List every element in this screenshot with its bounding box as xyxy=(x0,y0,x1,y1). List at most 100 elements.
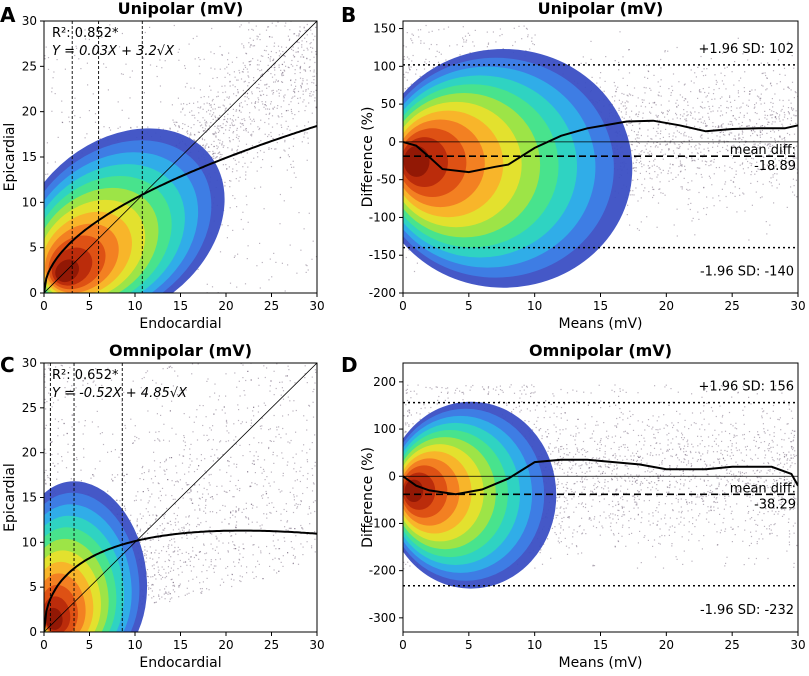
scatter-point xyxy=(241,43,243,45)
scatter-point xyxy=(245,52,247,54)
scatter-point xyxy=(280,124,282,126)
scatter-point xyxy=(658,167,660,169)
scatter-point xyxy=(624,108,627,110)
scatter-point xyxy=(198,131,200,133)
scatter-point xyxy=(754,173,756,175)
scatter-point xyxy=(681,186,683,188)
scatter-point xyxy=(303,228,305,230)
scatter-point xyxy=(260,75,262,77)
scatter-point xyxy=(430,43,432,46)
scatter-point xyxy=(212,152,214,155)
scatter-point xyxy=(672,164,674,166)
scatter-point xyxy=(462,45,464,47)
scatter-point xyxy=(714,98,716,100)
scatter-point xyxy=(527,34,529,36)
scatter-point xyxy=(732,115,734,117)
scatter-point xyxy=(309,70,311,72)
scatter-point xyxy=(199,121,201,123)
scatter-point xyxy=(240,24,242,26)
scatter-point xyxy=(738,138,740,140)
scatter-point xyxy=(690,112,692,114)
scatter-point xyxy=(244,66,247,68)
scatter-point xyxy=(248,61,250,63)
scatter-point xyxy=(272,92,275,94)
scatter-point xyxy=(703,187,705,189)
scatter-point xyxy=(675,157,677,159)
scatter-point xyxy=(680,165,682,167)
scatter-point xyxy=(242,89,244,92)
scatter-point xyxy=(301,141,303,143)
y-tick-label: 10 xyxy=(22,195,37,209)
scatter-point xyxy=(297,51,299,53)
scatter-point xyxy=(259,60,262,62)
scatter-point xyxy=(739,164,741,166)
scatter-point xyxy=(252,45,254,47)
scatter-point xyxy=(231,149,233,151)
scatter-point xyxy=(273,252,275,254)
scatter-point xyxy=(218,125,220,127)
scatter-point xyxy=(632,190,634,192)
scatter-point xyxy=(720,72,722,74)
scatter-point xyxy=(277,115,279,117)
scatter-point xyxy=(465,41,467,43)
scatter-point xyxy=(301,44,303,46)
scatter-point xyxy=(281,116,283,118)
scatter-point xyxy=(225,107,227,109)
scatter-point xyxy=(686,120,688,122)
scatter-point xyxy=(281,126,283,128)
scatter-point xyxy=(722,146,724,149)
scatter-point xyxy=(793,114,795,116)
scatter-point xyxy=(315,107,317,109)
scatter-point xyxy=(699,136,702,138)
scatter-point xyxy=(209,113,211,115)
scatter-point xyxy=(260,94,262,97)
scatter-point xyxy=(296,9,297,10)
scatter-point xyxy=(275,25,277,27)
scatter-point xyxy=(173,24,175,27)
scatter-point xyxy=(241,71,243,73)
scatter-point xyxy=(217,106,220,108)
scatter-point xyxy=(742,53,744,55)
scatter-point xyxy=(741,130,743,132)
scatter-point xyxy=(725,195,727,198)
scatter-point xyxy=(700,134,702,137)
scatter-point xyxy=(760,103,762,105)
scatter-point xyxy=(621,92,623,95)
scatter-point xyxy=(228,96,230,98)
scatter-point xyxy=(236,150,238,152)
scatter-point xyxy=(254,187,256,189)
scatter-point xyxy=(229,118,231,120)
scatter-point xyxy=(648,102,650,104)
scatter-point xyxy=(687,189,689,191)
scatter-point xyxy=(282,54,285,57)
scatter-point xyxy=(642,117,644,119)
scatter-point xyxy=(761,84,763,86)
scatter-point xyxy=(728,133,730,135)
scatter-point xyxy=(620,111,622,113)
scatter-point xyxy=(624,105,626,107)
scatter-point xyxy=(282,51,284,53)
scatter-point xyxy=(226,237,228,239)
scatter-point xyxy=(657,132,659,134)
scatter-point xyxy=(273,58,275,60)
scatter-point xyxy=(703,186,705,188)
scatter-point xyxy=(614,100,616,102)
scatter-point xyxy=(250,123,252,125)
scatter-point xyxy=(208,146,210,148)
scatter-point xyxy=(245,128,247,130)
scatter-point xyxy=(729,96,731,98)
scatter-point xyxy=(159,85,161,87)
scatter-point xyxy=(240,102,242,104)
scatter-point xyxy=(220,127,223,129)
scatter-point xyxy=(283,100,285,102)
scatter-point xyxy=(301,82,303,84)
scatter-point xyxy=(660,95,662,97)
scatter-point xyxy=(769,169,771,171)
scatter-point xyxy=(591,76,593,78)
scatter-point xyxy=(227,59,229,61)
scatter-point xyxy=(673,142,675,144)
panel-letter: A xyxy=(0,3,16,27)
scatter-point xyxy=(635,105,637,107)
scatter-point xyxy=(759,97,761,100)
scatter-point xyxy=(750,130,752,132)
